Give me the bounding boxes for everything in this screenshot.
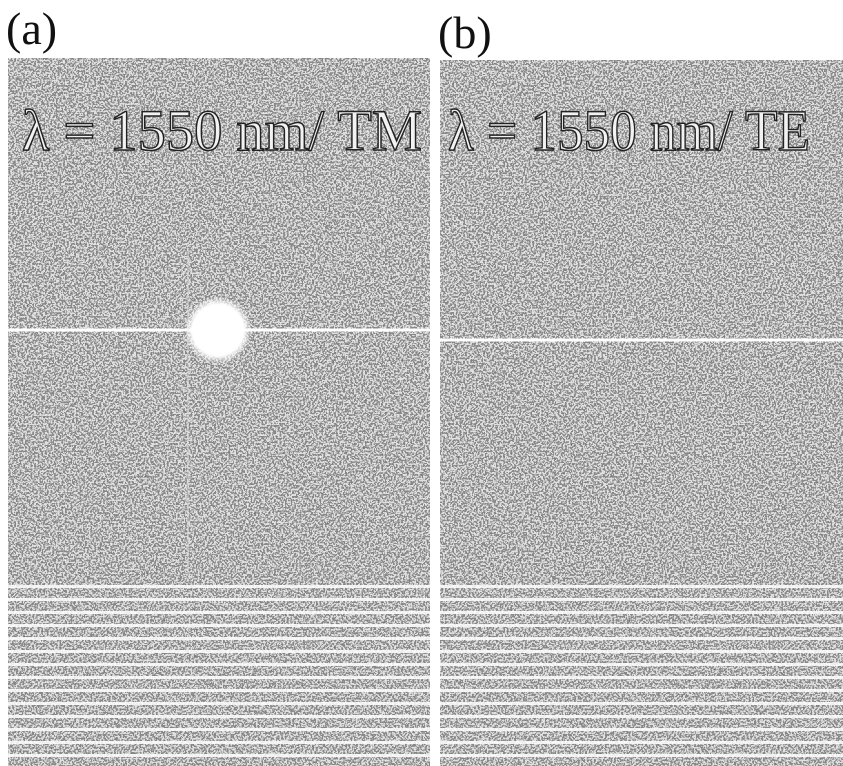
panel-label: (a) xyxy=(6,3,57,54)
caption: λ = 1550 nm/ TM xyxy=(22,98,422,163)
bright-spot xyxy=(184,296,252,364)
panel-b: (b) λ = 1550 nm/ TE xyxy=(438,7,843,766)
grating xyxy=(440,578,843,766)
panel-a: (a) λ = 1550 nm/ TM xyxy=(6,3,430,766)
caption: λ = 1550 nm/ TE xyxy=(448,98,810,163)
figure: (a) λ = 1550 nm/ TM (b) λ = 1550 nm/ TE xyxy=(0,0,843,766)
grating xyxy=(8,576,430,766)
panel-label: (b) xyxy=(438,7,492,58)
